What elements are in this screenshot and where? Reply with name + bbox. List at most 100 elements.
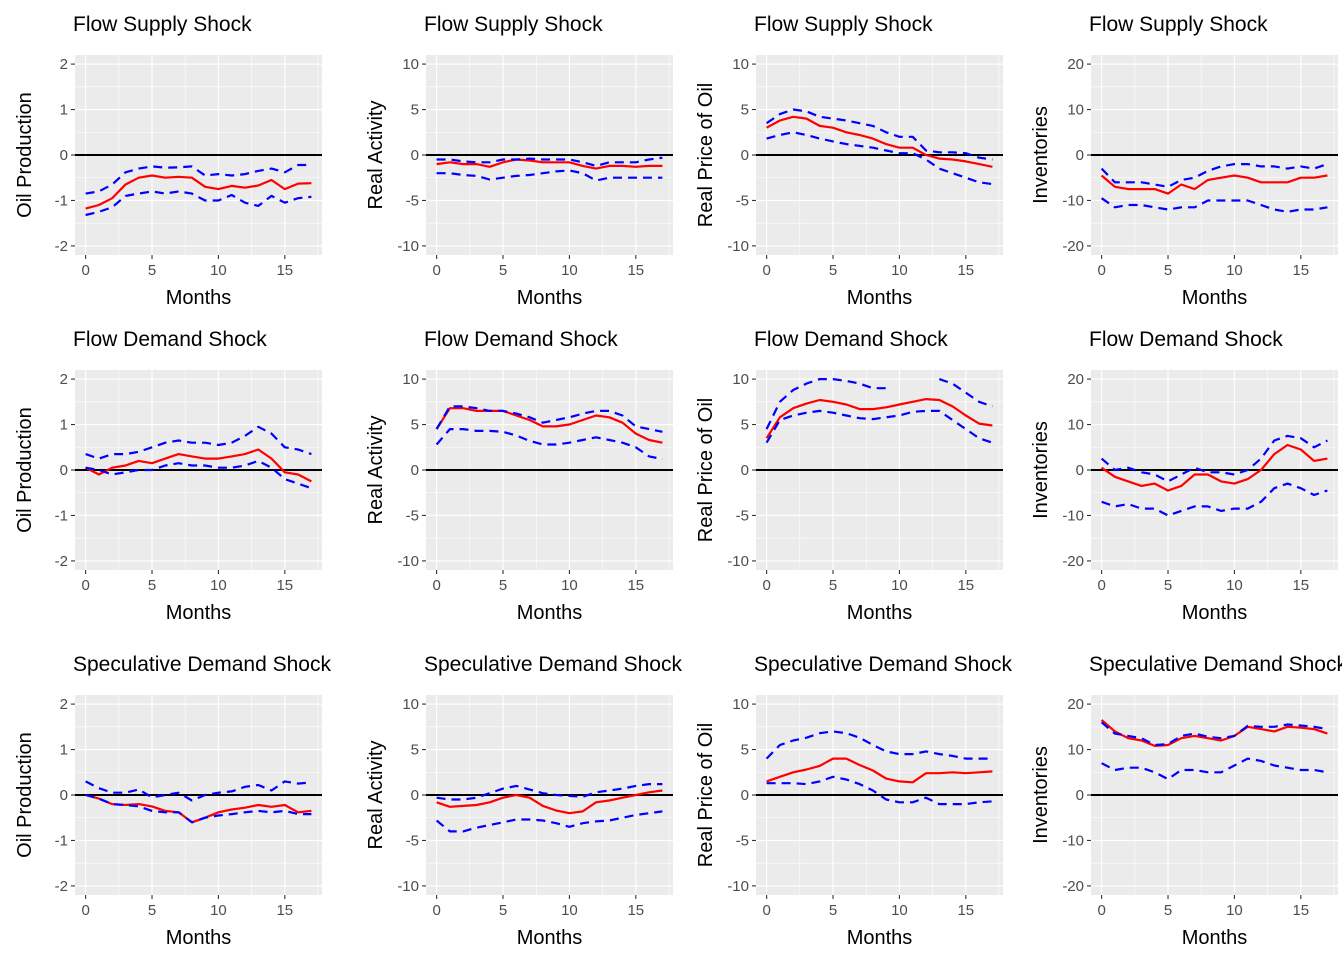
x-axis-title: Months [166, 602, 232, 624]
x-tick-label: 10 [1226, 902, 1243, 919]
panel-title: Flow Supply Shock [1089, 13, 1268, 36]
y-tick-label: -10 [397, 238, 419, 255]
y-tick-label: 1 [60, 417, 68, 434]
series-group [85, 425, 312, 490]
y-tick-label: -10 [1062, 832, 1084, 849]
y-axis-title: Real Activity [365, 741, 387, 850]
upper-band-line [765, 378, 993, 430]
x-tick-label: 0 [81, 262, 89, 279]
y-tick-label: 0 [411, 462, 419, 479]
x-tick-label: 0 [762, 262, 770, 279]
x-tick-label: 10 [891, 262, 908, 279]
series-group [85, 163, 312, 217]
y-tick-label: 10 [1067, 102, 1084, 119]
x-axis-title: Months [847, 602, 913, 624]
x-tick-label: 10 [1226, 577, 1243, 594]
y-tick-label: -2 [55, 238, 68, 255]
panel-title: Flow Supply Shock [754, 13, 933, 36]
estimate-line [436, 789, 663, 815]
x-axis-title: Months [1182, 287, 1248, 309]
x-tick-label: 15 [1292, 902, 1309, 919]
x-tick-label: 0 [762, 577, 770, 594]
x-tick-label: 5 [499, 262, 507, 279]
y-tick-label: 0 [60, 787, 68, 804]
x-tick-label: 0 [762, 902, 770, 919]
y-tick-label: -10 [727, 878, 749, 895]
y-tick-label: 20 [1067, 696, 1084, 713]
estimate-line [766, 115, 993, 168]
y-tick-label: 10 [1067, 742, 1084, 759]
panel-10: 0 5 10 15 -10 -5 0 5 10 Speculative Demand Shock M… [365, 653, 682, 949]
x-tick-label: 5 [829, 902, 837, 919]
x-tick-label: 5 [829, 577, 837, 594]
x-tick-label: 15 [1292, 577, 1309, 594]
panel-9: 0 5 10 15 -2 -1 0 1 2 Speculative Demand Shock Mon… [14, 653, 331, 949]
x-tick-label: 0 [432, 577, 440, 594]
x-axis-title: Months [517, 927, 583, 949]
x-axis-title: Months [166, 287, 232, 309]
estimate-line [435, 407, 663, 444]
y-tick-label: 1 [60, 102, 68, 119]
y-tick-label: 10 [732, 371, 749, 388]
upper-band-line [436, 783, 663, 801]
lower-band-line [435, 810, 663, 833]
y-axis-title: Inventories [1030, 746, 1052, 844]
panel-7: 0 5 10 15 -10 -5 0 5 10 Flow Demand Shock Months Re… [695, 328, 1003, 624]
y-tick-label: 5 [411, 742, 419, 759]
y-tick-label: -1 [55, 832, 68, 849]
x-tick-label: 5 [148, 902, 156, 919]
y-tick-label: 0 [411, 147, 419, 164]
estimate-line [1100, 719, 1328, 747]
x-tick-label: 0 [1097, 577, 1105, 594]
series-group [85, 780, 312, 824]
series-group [1100, 719, 1328, 781]
series-group [765, 378, 993, 444]
y-tick-label: 0 [741, 787, 749, 804]
y-tick-label: -20 [1062, 238, 1084, 255]
x-tick-label: 10 [561, 902, 578, 919]
x-axis-title: Months [847, 287, 913, 309]
y-tick-label: 0 [1076, 462, 1084, 479]
upper-band-line [765, 108, 993, 161]
x-tick-label: 15 [627, 902, 644, 919]
x-tick-label: 5 [1164, 577, 1172, 594]
y-tick-label: 5 [741, 742, 749, 759]
y-axis-title: Real Price of Oil [695, 398, 717, 543]
panel-11: 0 5 10 15 -10 -5 0 5 10 Speculative Demand Shock M… [695, 653, 1012, 949]
x-tick-label: 5 [499, 902, 507, 919]
x-tick-label: 5 [1164, 902, 1172, 919]
lower-band-line [85, 793, 312, 824]
x-axis-title: Months [1182, 927, 1248, 949]
x-tick-label: 5 [829, 262, 837, 279]
x-tick-label: 5 [148, 577, 156, 594]
y-tick-label: 0 [1076, 787, 1084, 804]
x-axis-title: Months [517, 287, 583, 309]
x-tick-label: 5 [1164, 262, 1172, 279]
y-tick-label: -5 [736, 507, 749, 524]
y-tick-label: 10 [402, 371, 419, 388]
y-axis-title: Oil Production [14, 92, 36, 218]
panel-8: 0 5 10 15 -20 -10 0 10 20 Flow Demand Shock Months… [1030, 328, 1338, 624]
x-tick-label: 15 [276, 577, 293, 594]
lower-band-line [436, 169, 663, 182]
panel-title: Flow Demand Shock [73, 328, 267, 351]
x-tick-label: 10 [561, 577, 578, 594]
x-tick-label: 15 [627, 577, 644, 594]
y-tick-label: 10 [402, 696, 419, 713]
panel-title: Speculative Demand Shock [1089, 653, 1344, 676]
upper-band-line [1100, 434, 1328, 483]
y-tick-label: 0 [60, 462, 68, 479]
x-tick-label: 15 [957, 577, 974, 594]
upper-band-line [1100, 163, 1328, 188]
lower-band-line [765, 409, 993, 444]
x-tick-label: 0 [432, 262, 440, 279]
panel-title: Flow Demand Shock [1089, 328, 1283, 351]
x-tick-label: 0 [81, 577, 89, 594]
y-tick-label: -10 [397, 553, 419, 570]
y-tick-label: 0 [411, 787, 419, 804]
y-axis-title: Real Price of Oil [695, 83, 717, 228]
x-axis-title: Months [517, 602, 583, 624]
y-tick-label: -10 [1062, 507, 1084, 524]
y-axis-title: Real Price of Oil [695, 723, 717, 868]
